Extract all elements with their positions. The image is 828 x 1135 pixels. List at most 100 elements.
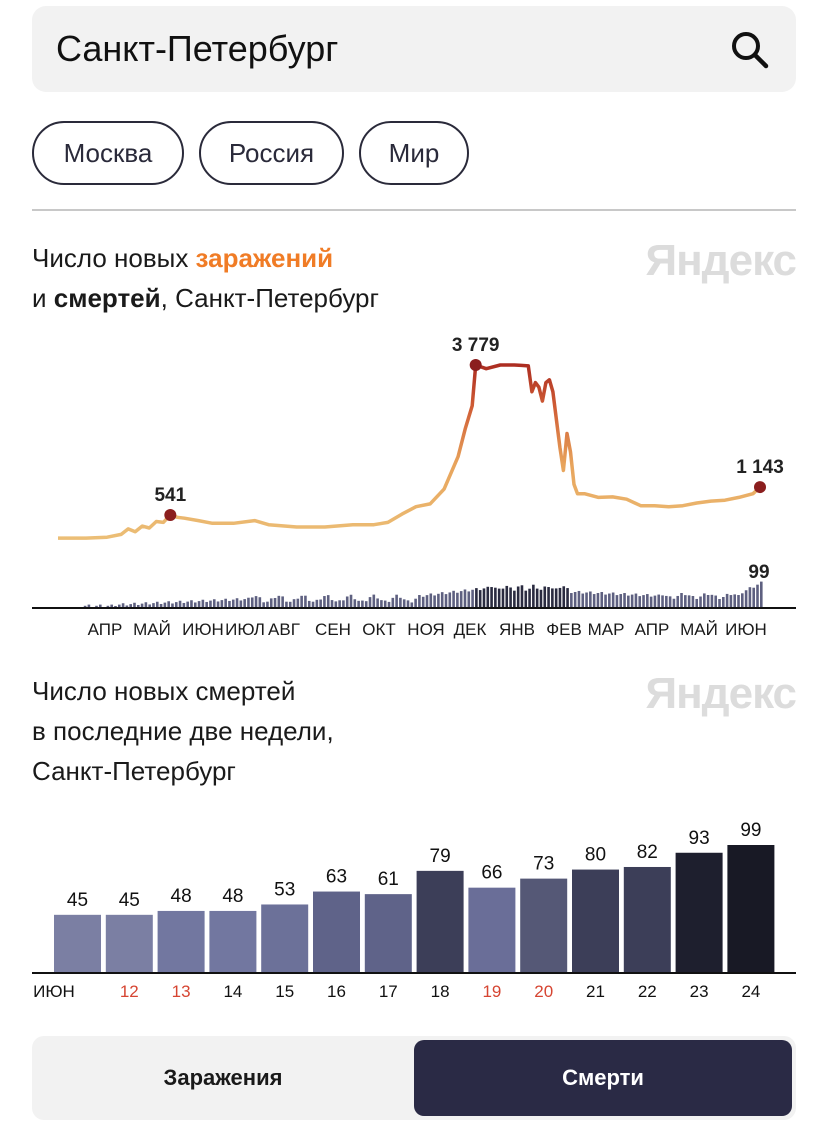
death-mini-bar	[372, 594, 376, 608]
death-mini-bar	[596, 593, 600, 608]
tab-deaths[interactable]: Смерти	[414, 1040, 792, 1116]
death-mini-bar	[706, 595, 710, 608]
infection-marker	[754, 481, 766, 494]
death-mini-bar	[224, 598, 227, 608]
death-mini-bar	[220, 600, 224, 608]
death-mini-bar	[649, 596, 653, 608]
death-mini-bar	[497, 588, 501, 608]
death-mini-bar	[554, 588, 558, 608]
deaths-bar-chart: 45 ИЮН 45 12 48 13 48 14 53 15 63 16 61 17 79 18 66 19 73 2…	[32, 820, 796, 1001]
death-mini-bar	[376, 598, 379, 608]
death-mini-bar	[152, 603, 155, 608]
death-mini-bar	[148, 604, 151, 608]
death-mini-bar	[756, 584, 759, 608]
death-mini-bar	[83, 605, 87, 608]
death-mini-bar	[357, 600, 360, 608]
death-mini-bar	[630, 594, 634, 608]
infection-value-label: 3 779	[452, 335, 500, 356]
death-mini-bar	[273, 597, 277, 608]
death-mini-bar	[672, 598, 676, 608]
death-mini-bar	[129, 604, 132, 608]
month-tick-label: АПР	[635, 620, 670, 639]
death-mini-bar	[733, 594, 737, 608]
death-mini-bar	[414, 598, 417, 608]
death-mini-bar	[201, 599, 205, 608]
death-mini-bar	[345, 596, 349, 608]
death-mini-bar	[638, 596, 642, 608]
death-mini-bar	[292, 599, 296, 608]
infection-marker	[164, 508, 177, 521]
death-mini-bar	[125, 605, 129, 608]
death-mini-bar	[364, 601, 368, 608]
death-mini-bar	[528, 588, 531, 608]
month-tick-label: ОКТ	[362, 620, 396, 639]
death-bar	[209, 910, 257, 973]
death-mini-bar	[520, 585, 524, 608]
chart1-title-text2: и	[32, 283, 54, 313]
death-mini-bar	[684, 595, 687, 608]
death-mini-bar	[429, 593, 433, 608]
death-mini-bar	[323, 596, 326, 608]
death-mini-bar	[182, 602, 186, 608]
death-bar	[416, 870, 464, 973]
death-mini-bar	[307, 600, 311, 608]
chip-russia[interactable]: Россия	[199, 121, 344, 185]
death-mini-bar	[216, 601, 220, 608]
death-bar-value: 93	[689, 828, 710, 849]
death-mini-bar	[513, 590, 516, 608]
death-mini-bar	[437, 593, 440, 608]
death-mini-bar	[611, 592, 615, 608]
search-input[interactable]: Санкт-Петербург	[56, 28, 339, 69]
death-mini-bar	[581, 593, 585, 608]
death-mini-bar	[615, 595, 619, 608]
death-mini-bar	[535, 588, 539, 608]
death-mini-bar	[494, 587, 497, 608]
death-mini-bar	[406, 600, 410, 608]
death-mini-bar	[410, 602, 414, 608]
month-tick-label: АПР	[88, 620, 123, 639]
death-mini-bar	[646, 594, 649, 608]
chart1-title-bold: смертей	[53, 283, 161, 313]
death-mini-bar	[744, 590, 748, 608]
search-bar[interactable]: Санкт-Петербург	[32, 6, 796, 92]
death-mini-bar	[117, 604, 121, 608]
search-icon[interactable]	[730, 30, 770, 70]
death-mini-bar	[642, 595, 645, 608]
chip-world[interactable]: Мир	[359, 121, 469, 185]
infection-value-label: 1 143	[736, 457, 784, 478]
month-tick-label: МАЙ	[133, 620, 171, 639]
death-bar-value: 48	[171, 886, 192, 907]
infection-value-label: 541	[154, 485, 186, 506]
death-mini-bar	[106, 605, 110, 608]
death-mini-bar	[121, 603, 125, 608]
death-mini-bar	[171, 603, 174, 608]
month-tick-label: ЯНВ	[499, 620, 535, 639]
death-mini-bar	[478, 590, 482, 608]
infections-line	[58, 363, 762, 540]
death-mini-bar	[714, 595, 718, 608]
day-tick-label: 17	[379, 982, 398, 1001]
death-bar	[313, 891, 360, 973]
death-mini-bar	[144, 602, 148, 608]
death-mini-bar	[752, 587, 756, 608]
death-mini-bar	[570, 593, 573, 608]
death-mini-bar	[353, 599, 357, 608]
death-mini-bar	[725, 593, 729, 608]
death-bar-value: 61	[378, 869, 399, 890]
death-mini-bar	[695, 598, 699, 608]
death-mini-bar	[475, 588, 478, 608]
death-mini-bar	[551, 588, 554, 608]
death-mini-bar	[311, 601, 315, 608]
death-mini-bar	[368, 597, 372, 608]
death-mini-bar	[338, 600, 341, 608]
death-bar	[727, 845, 775, 973]
chip-moscow[interactable]: Москва	[32, 121, 184, 185]
death-mini-bar	[627, 595, 630, 608]
death-mini-bar	[710, 594, 714, 608]
death-mini-bar	[592, 594, 596, 608]
death-bar	[468, 887, 516, 973]
death-mini-bar	[425, 595, 429, 608]
tab-infections[interactable]: Заражения	[163, 1065, 283, 1090]
death-mini-bar	[486, 586, 490, 608]
